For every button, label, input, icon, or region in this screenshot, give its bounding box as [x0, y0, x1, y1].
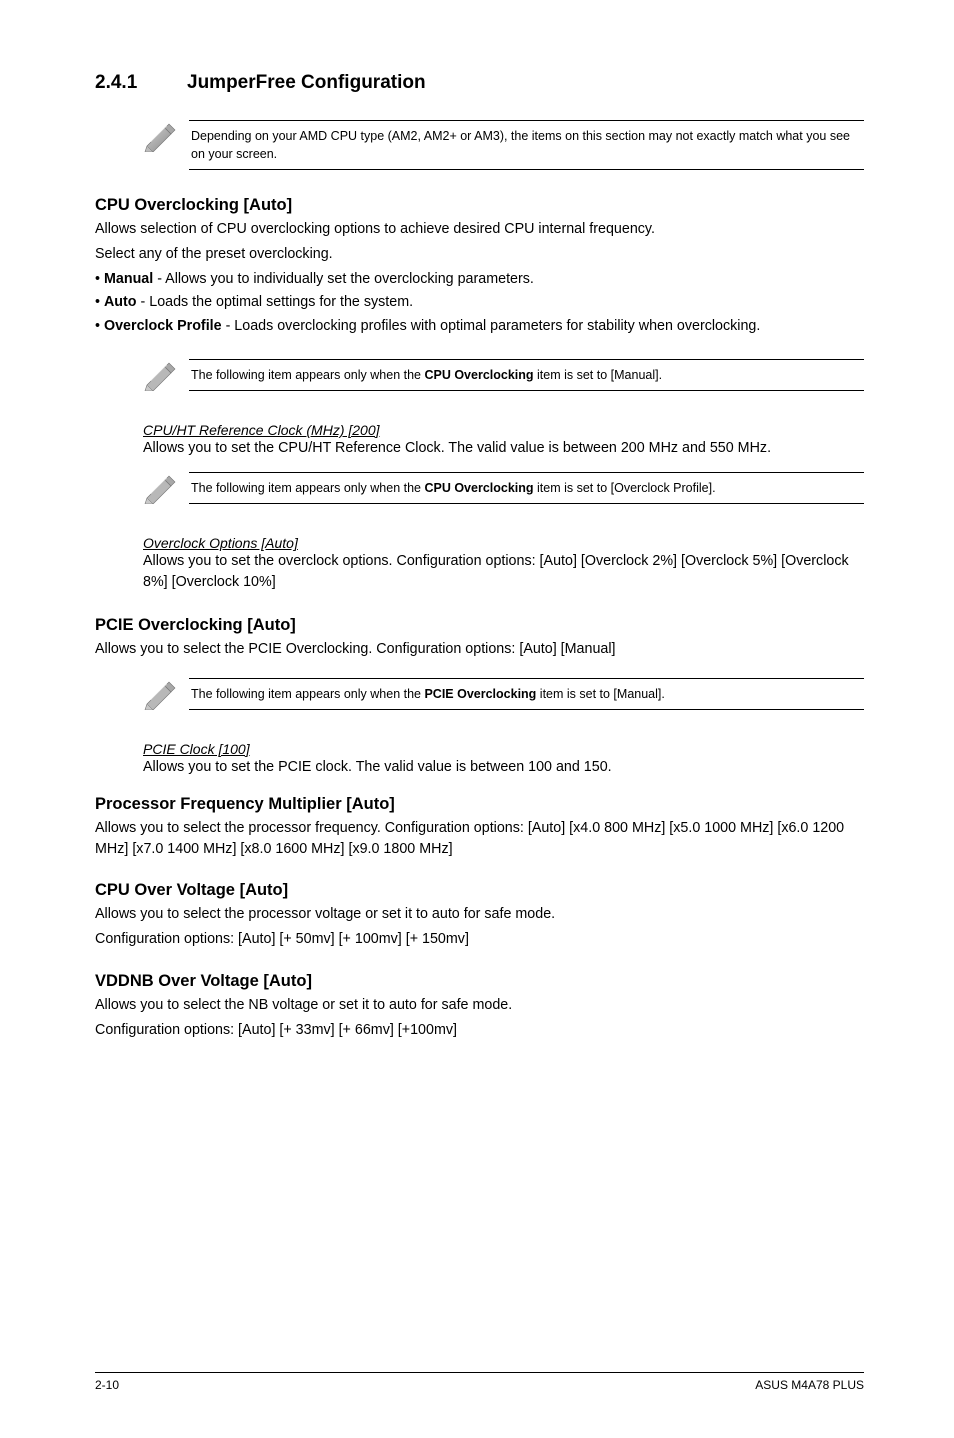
sub-item-title: Overclock Options [Auto]	[143, 535, 864, 551]
bullet-label: Manual	[104, 271, 153, 287]
para: Allows you to select the processor frequ…	[95, 818, 864, 859]
heading-pcie-overclocking: PCIE Overclocking [Auto]	[95, 616, 864, 635]
bullet-text: - Loads the optimal settings for the sys…	[137, 294, 414, 310]
note-text: The following item appears only when the…	[189, 472, 864, 504]
para: Allows selection of CPU overclocking opt…	[95, 219, 864, 240]
para: Configuration options: [Auto] [+ 50mv] […	[95, 929, 864, 950]
bullet-item: • Auto - Loads the optimal settings for …	[95, 292, 864, 313]
heading-proc-freq: Processor Frequency Multiplier [Auto]	[95, 795, 864, 814]
section-number: 2.4.1	[95, 72, 187, 94]
sub-item-title: CPU/HT Reference Clock (MHz) [200]	[143, 422, 864, 438]
heading-vddnb-over-voltage: VDDNB Over Voltage [Auto]	[95, 972, 864, 991]
note-text: The following item appears only when the…	[189, 359, 864, 391]
pencil-icon	[143, 678, 189, 715]
section-title-text: JumperFree Configuration	[187, 72, 426, 93]
bullet-item: • Manual - Allows you to individually se…	[95, 269, 864, 290]
para: Configuration options: [Auto] [+ 33mv] […	[95, 1020, 864, 1041]
bullet-item: • Overclock Profile - Loads overclocking…	[95, 316, 864, 337]
footer-doc-title: ASUS M4A78 PLUS	[755, 1378, 864, 1392]
bullet-label: Auto	[104, 294, 137, 310]
note-block: The following item appears only when the…	[143, 464, 864, 517]
page-footer: 2-10 ASUS M4A78 PLUS	[95, 1372, 864, 1392]
heading-cpu-over-voltage: CPU Over Voltage [Auto]	[95, 881, 864, 900]
note-block: The following item appears only when the…	[143, 670, 864, 723]
sub-item-body: Allows you to set the CPU/HT Reference C…	[143, 438, 864, 458]
sub-item-title: PCIE Clock [100]	[143, 741, 864, 757]
section-heading: 2.4.1JumperFree Configuration	[95, 72, 864, 94]
note-block: Depending on your AMD CPU type (AM2, AM2…	[143, 112, 864, 178]
sub-item-body: Allows you to set the overclock options.…	[143, 551, 864, 592]
bullet-text: - Allows you to individually set the ove…	[153, 271, 534, 287]
footer-page-number: 2-10	[95, 1378, 119, 1392]
para: Allows you to select the PCIE Overclocki…	[95, 639, 864, 660]
pencil-icon	[143, 120, 189, 157]
note-text: Depending on your AMD CPU type (AM2, AM2…	[189, 120, 864, 170]
sub-item-body: Allows you to set the PCIE clock. The va…	[143, 757, 864, 777]
note-text: The following item appears only when the…	[189, 678, 864, 710]
note-block: The following item appears only when the…	[143, 351, 864, 404]
para: Allows you to select the NB voltage or s…	[95, 995, 864, 1016]
pencil-icon	[143, 472, 189, 509]
bullet-text: - Loads overclocking profiles with optim…	[222, 318, 761, 334]
bullet-label: Overclock Profile	[104, 318, 222, 334]
heading-cpu-overclocking: CPU Overclocking [Auto]	[95, 196, 864, 215]
para: Select any of the preset overclocking.	[95, 244, 864, 265]
para: Allows you to select the processor volta…	[95, 904, 864, 925]
pencil-icon	[143, 359, 189, 396]
